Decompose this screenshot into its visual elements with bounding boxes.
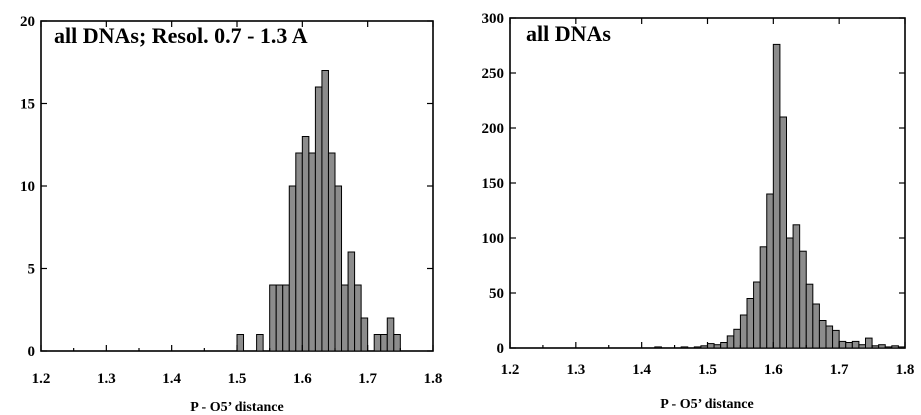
histogram-bar (360, 317, 369, 352)
tick-group: 1.2 1.3 1.4 1.5 1.6 1.7 1.8 0 50 100 150 200 250 300 (482, 11, 915, 378)
histogram-bar (236, 334, 245, 352)
x-tick-label: 1.6 (764, 362, 783, 378)
histogram-bar (393, 334, 401, 352)
plot-frame (40, 20, 434, 352)
histogram-bar (314, 86, 323, 352)
histogram-bar (386, 317, 395, 352)
chart-title: all DNAs (526, 21, 611, 46)
histogram-bar (884, 346, 893, 349)
histogram-bar (753, 281, 761, 349)
histogram-bar (845, 342, 853, 349)
histogram-bar (799, 250, 807, 349)
histogram-bar (825, 325, 834, 349)
histogram-bar (295, 152, 303, 352)
histogram-bar (812, 303, 820, 349)
bar-group (236, 70, 401, 352)
chart-title: all DNAs; Resol. 0.7 - 1.3 A (54, 23, 308, 48)
x-tick-label: 1.2 (501, 362, 520, 378)
histogram-bar (805, 283, 814, 349)
x-axis-label: P - O5’ distance (660, 397, 753, 412)
histogram-bar (269, 284, 277, 352)
x-tick-label: 1.8 (896, 362, 915, 378)
histogram-bar (327, 152, 336, 352)
x-tick-label: 1.7 (830, 362, 849, 378)
y-tick-label: 200 (482, 121, 505, 137)
histogram-bar (654, 346, 662, 349)
y-tick-label: 5 (28, 262, 36, 278)
histogram-bar (380, 334, 388, 352)
histogram-bar (786, 237, 794, 349)
histogram-bar (878, 344, 886, 349)
histogram-bar (851, 340, 860, 349)
histogram-bar (766, 193, 774, 349)
y-tick-label: 300 (482, 11, 505, 27)
histogram-bar (321, 70, 329, 352)
x-tick-label: 1.5 (698, 362, 717, 378)
histogram-bar (772, 43, 781, 349)
histogram-bar (700, 345, 708, 349)
histogram-bar (838, 340, 847, 349)
histogram-bar (341, 284, 349, 352)
histogram-bar (354, 284, 362, 352)
y-tick-label: 20 (20, 14, 35, 30)
histogram-bar (720, 342, 728, 349)
histogram-bar (792, 224, 801, 349)
histogram-bar (746, 298, 755, 349)
histogram-panel-all-dnas: 1.2 1.3 1.4 1.5 1.6 1.7 1.8050100150200250300 … (482, 11, 915, 412)
x-tick-label: 1.3 (97, 371, 116, 387)
histogram-bar (865, 337, 873, 349)
x-axis-label: P - O5’ distance (190, 400, 283, 415)
histogram-bar (832, 329, 840, 349)
x-tick-label: 1.5 (228, 371, 247, 387)
histogram-bar (334, 185, 343, 352)
x-tick-label: 1.4 (632, 362, 651, 378)
y-tick-label: 15 (20, 97, 35, 113)
y-tick-label: 0 (497, 341, 505, 357)
y-tick-label: 100 (482, 231, 505, 247)
histogram-bar (713, 344, 722, 349)
y-tick-label: 150 (482, 176, 505, 192)
histogram-bar (256, 334, 264, 352)
x-tick-label: 1.6 (293, 371, 312, 387)
histogram-bar (733, 328, 741, 349)
y-tick-label: 10 (20, 179, 35, 195)
histogram-bar (347, 251, 356, 352)
histogram-bar (891, 345, 899, 349)
x-tick-label: 1.2 (32, 371, 51, 387)
y-tick-label: 0 (28, 344, 36, 360)
histogram-bar (308, 152, 316, 352)
histogram-bar (858, 344, 866, 349)
x-tick-label: 1.3 (566, 362, 585, 378)
x-tick-label: 1.7 (358, 371, 377, 387)
x-tick-label: 1.4 (162, 371, 181, 387)
y-tick-label: 50 (489, 286, 504, 302)
histogram-bar (282, 284, 290, 352)
y-tick-label: 250 (482, 66, 505, 82)
histogram-bar (871, 345, 880, 349)
tick-group: 1.2 1.3 1.4 1.5 1.6 1.7 1.8 0 5 10 15 20 (20, 14, 442, 387)
histogram-bar (373, 334, 382, 352)
histogram-bar (779, 116, 787, 349)
histogram-bar (680, 346, 689, 349)
histogram-bar (707, 343, 715, 349)
histogram-bar (275, 284, 284, 352)
histogram-bar (726, 335, 735, 349)
histogram-bar (288, 185, 297, 352)
x-tick-label: 1.8 (424, 371, 443, 387)
histogram-bar (759, 246, 768, 349)
bar-group (654, 43, 906, 349)
histogram-bar (739, 314, 748, 349)
histogram-bar (818, 320, 827, 349)
histogram-bar (693, 346, 702, 349)
plot-frame (509, 17, 906, 349)
histogram-panel-resolution-subset: 1.2 1.3 1.4 1.5 1.6 1.7 1.8 0 5 10 15 20 all DNAs; … (20, 14, 442, 415)
histogram-bar (301, 136, 310, 352)
